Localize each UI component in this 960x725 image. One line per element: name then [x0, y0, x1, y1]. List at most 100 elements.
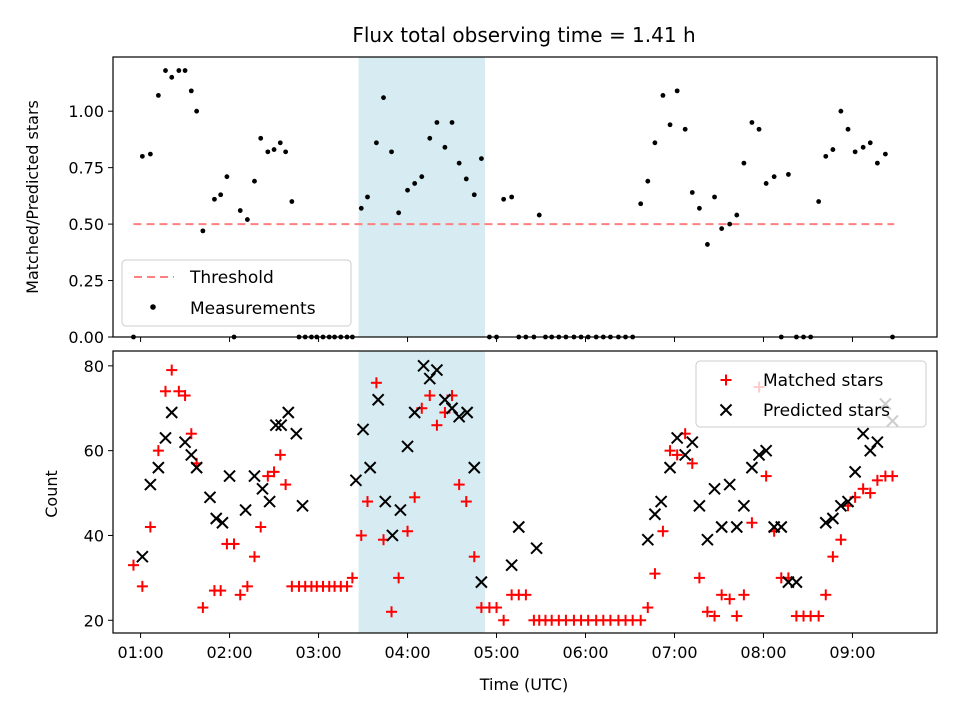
measurement-point — [536, 212, 542, 218]
measurement-point — [396, 210, 402, 216]
matched-star-point — [453, 479, 465, 491]
predicted-star-point — [512, 520, 525, 534]
predicted-star-point — [730, 520, 743, 534]
measurement-point — [830, 147, 836, 152]
matched-star-point — [871, 474, 883, 486]
predicted-star-point — [737, 499, 751, 512]
top-legend-box — [121, 259, 352, 327]
predicted-star-point — [752, 448, 766, 462]
matched-star-point — [361, 496, 373, 508]
measurement-point — [860, 144, 866, 150]
bottom-x-ticks: 01:00 02:00 03:00 04:00 05:00 06:00 07:00 08:00… — [118, 633, 876, 662]
matched-star-point — [152, 445, 164, 457]
measurement-point — [163, 68, 168, 73]
matched-star-point — [468, 551, 480, 563]
measurement-point — [169, 74, 175, 80]
matched-star-point — [228, 538, 240, 550]
predicted-star-point — [296, 499, 309, 512]
predicted-star-point — [356, 423, 370, 436]
matched-star-point — [760, 470, 772, 482]
matched-star-point — [491, 602, 503, 614]
x-tick-label: 06:00 — [562, 643, 608, 662]
top-x-ticks — [140, 337, 853, 342]
measurement-point — [749, 120, 755, 125]
matched-star-point — [835, 534, 847, 546]
matched-star-point — [813, 610, 825, 622]
matched-star-point — [864, 487, 876, 499]
matched-star-point — [709, 610, 721, 622]
x-tick-label: 08:00 — [740, 643, 786, 662]
matched-star-point — [234, 589, 246, 601]
measurement-point — [381, 95, 386, 101]
measurement-point — [660, 92, 666, 98]
matched-star-point — [671, 449, 683, 461]
predicted-star-point — [641, 533, 655, 546]
predicted-star-point — [701, 533, 714, 546]
matched-star-point — [386, 606, 398, 618]
x-tick-label: 03:00 — [296, 643, 342, 662]
measurement-point — [638, 201, 644, 207]
top-y-ticks: 0.00 0.25 0.50 0.75 1.00 — [68, 102, 113, 347]
measurement-point — [389, 149, 394, 155]
measurement-point — [697, 205, 702, 211]
predicted-star-point — [654, 495, 668, 508]
matched-star-point — [144, 521, 156, 533]
bottom-y-tick-label: 80 — [84, 357, 104, 376]
predicted-star-point — [834, 499, 848, 512]
matched-star-point — [649, 568, 661, 580]
matched-star-point — [716, 589, 728, 601]
predicted-star-point — [401, 440, 414, 453]
measurement-point — [252, 178, 257, 184]
highlight-span-bottom — [358, 351, 485, 633]
matched-star-point — [460, 496, 472, 508]
predicted-star-point — [775, 520, 788, 534]
measurement-point — [419, 174, 425, 180]
predicted-star-point — [165, 406, 178, 419]
matched-star-point — [274, 449, 286, 461]
measurement-point — [689, 190, 695, 195]
x-tick-label: 05:00 — [473, 643, 519, 662]
bottom-legend-box — [695, 360, 927, 428]
measurement-point — [705, 242, 710, 247]
predicted-star-point — [178, 435, 192, 449]
highlight-span-top — [358, 57, 485, 337]
matched-star-point — [731, 610, 743, 622]
matched-star-point — [136, 580, 148, 592]
matched-star-point — [248, 551, 260, 563]
bottom-y-tick-label: 20 — [84, 611, 104, 630]
matched-star-point — [693, 572, 705, 584]
measurement-point — [182, 68, 188, 73]
matched-star-point — [857, 483, 869, 495]
measurement-point — [365, 194, 370, 200]
matched-star-point — [409, 491, 421, 503]
legend-measurements-swatch — [150, 304, 156, 310]
x-tick-label: 09:00 — [829, 643, 875, 662]
measurement-point — [194, 108, 200, 114]
matched-star-points — [127, 364, 899, 626]
predicted-star-point — [708, 482, 721, 496]
measurement-point — [218, 192, 224, 198]
measurement-point — [867, 140, 873, 146]
measurement-point — [277, 140, 283, 146]
legend-predicted-marker — [719, 403, 733, 417]
legend-measurements-label: Measurements — [190, 299, 316, 319]
measurement-point — [734, 212, 740, 218]
predicted-star-point — [263, 495, 276, 508]
legend-matched-label: Matched stars — [763, 371, 883, 391]
predicted-star-point — [349, 474, 363, 487]
predicted-star-point — [290, 427, 303, 440]
measurement-point — [283, 149, 289, 155]
predicted-star-point — [203, 491, 217, 504]
matched-star-point — [738, 589, 750, 601]
predicted-star-point — [715, 520, 728, 534]
predicted-star-point — [759, 444, 773, 457]
matched-star-point — [179, 390, 191, 402]
matched-star-point — [160, 385, 172, 397]
measurement-point — [449, 120, 455, 125]
measurement-point — [358, 205, 364, 211]
predicted-star-point — [460, 406, 474, 419]
ratio-panel: Flux total observing time = 1.41 h 0.000… — [23, 23, 938, 347]
legend-matched-marker — [720, 374, 732, 386]
measurement-point — [816, 199, 822, 204]
matched-star-point — [355, 529, 367, 541]
